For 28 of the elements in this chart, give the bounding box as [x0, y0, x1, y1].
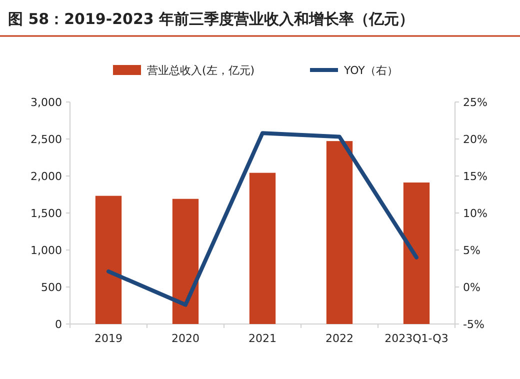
bar	[326, 141, 353, 324]
y-tick-label: 2,000	[30, 170, 62, 183]
y-tick-label: 2,500	[30, 133, 62, 146]
y2-tick-label: 10%	[463, 207, 488, 220]
y-tick-label: 0	[55, 318, 62, 331]
x-tick-label: 2022	[326, 332, 354, 345]
y-tick-label: 500	[41, 281, 62, 294]
line-series	[106, 131, 418, 307]
chart-title: 图 58：2019-2023 年前三季度营业收入和增长率（亿元）	[8, 10, 414, 28]
y2-tick-label: -5%	[463, 318, 484, 331]
legend-label: 营业总收入(左，亿元)	[147, 64, 255, 77]
bar	[249, 172, 276, 324]
bar	[172, 198, 199, 324]
x-tick-label: 2019	[94, 332, 122, 345]
y2-tick-label: 5%	[463, 244, 480, 257]
y-tick-label: 3,000	[30, 96, 62, 109]
x-tick-label: 2020	[172, 332, 200, 345]
y2-tick-label: 25%	[463, 96, 488, 109]
y2-tick-label: 20%	[463, 133, 488, 146]
legend-label: YOY（右）	[343, 64, 398, 77]
y-tick-label: 1,000	[30, 244, 62, 257]
bar	[95, 196, 122, 324]
y2-tick-label: 0%	[463, 281, 480, 294]
x-tick-label: 2021	[248, 332, 276, 345]
y-tick-label: 1,500	[30, 207, 62, 220]
x-tick-label: 2023Q1-Q3	[384, 332, 448, 345]
bar	[403, 182, 430, 324]
y2-tick-label: 15%	[463, 170, 488, 183]
